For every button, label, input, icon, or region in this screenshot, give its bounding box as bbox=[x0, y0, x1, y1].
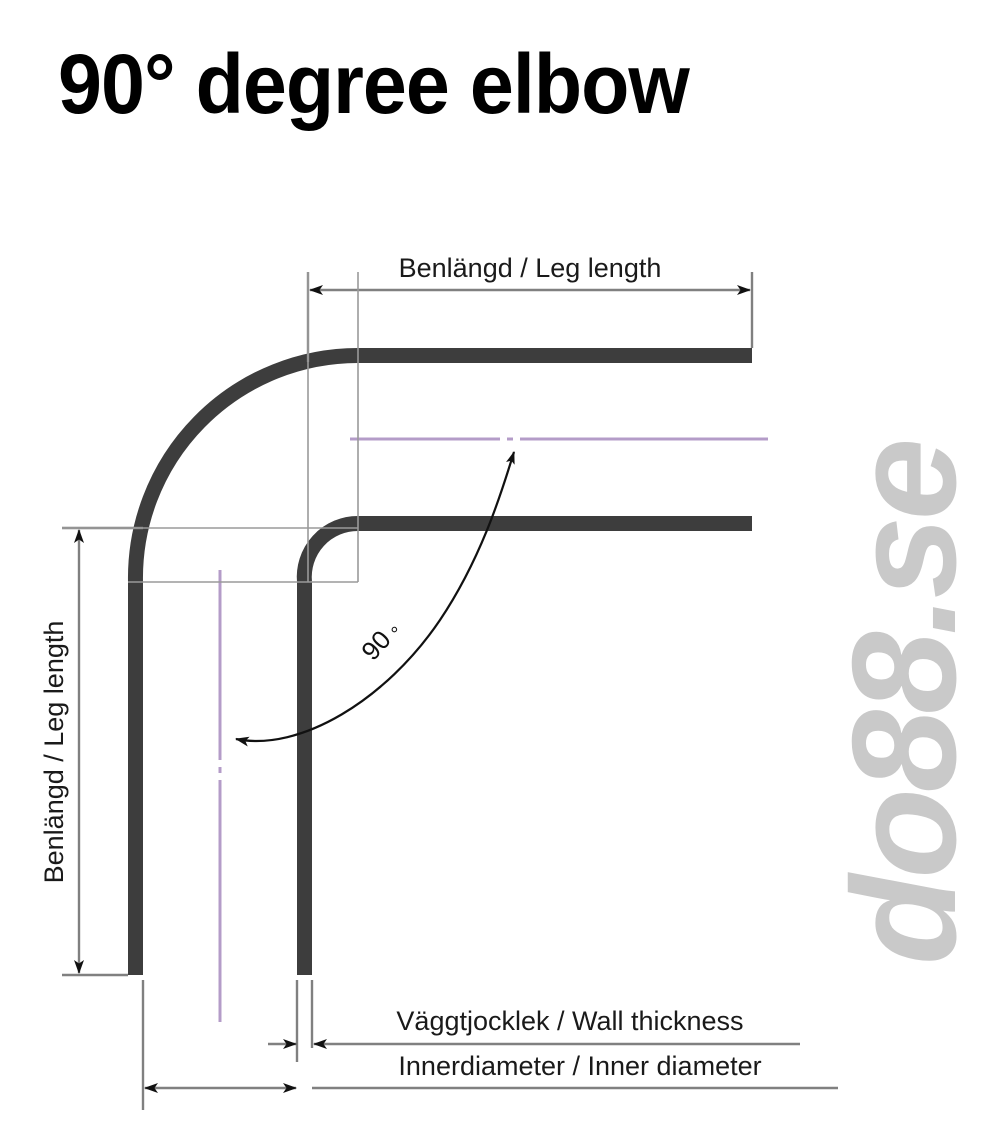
top-dim-label: Benlängd / Leg length bbox=[399, 253, 662, 283]
dimension-angle-90: 90 ° bbox=[235, 451, 516, 747]
left-dim-label: Benlängd / Leg length bbox=[39, 621, 69, 884]
page-title: 90° degree elbow bbox=[58, 37, 690, 131]
centerlines bbox=[218, 437, 768, 1022]
elbow-body bbox=[127, 348, 752, 975]
vertical-leg-right-wall bbox=[297, 582, 312, 975]
horizontal-leg-bottom-wall bbox=[358, 516, 752, 531]
inner-bend-arc bbox=[296, 515, 359, 583]
horizontal-leg-top-wall bbox=[358, 348, 752, 363]
dimension-inner-diameter: Innerdiameter / Inner diameter bbox=[141, 980, 838, 1110]
watermark-text: do88.se bbox=[822, 441, 987, 965]
dimension-top-leg-length: Benlängd / Leg length bbox=[306, 253, 754, 362]
inner-diameter-label: Innerdiameter / Inner diameter bbox=[398, 1051, 761, 1081]
construction-lines bbox=[62, 272, 359, 583]
watermark-do88se: do88.se bbox=[822, 441, 987, 965]
dimension-left-leg-length: Benlängd / Leg length bbox=[39, 526, 143, 977]
dimension-wall-thickness: Väggtjocklek / Wall thickness bbox=[268, 980, 800, 1062]
outer-bend-arc bbox=[127, 348, 359, 583]
wall-thickness-label: Väggtjocklek / Wall thickness bbox=[396, 1006, 743, 1036]
vertical-leg-left-wall bbox=[128, 582, 143, 975]
angle-arc-leader bbox=[235, 451, 516, 747]
